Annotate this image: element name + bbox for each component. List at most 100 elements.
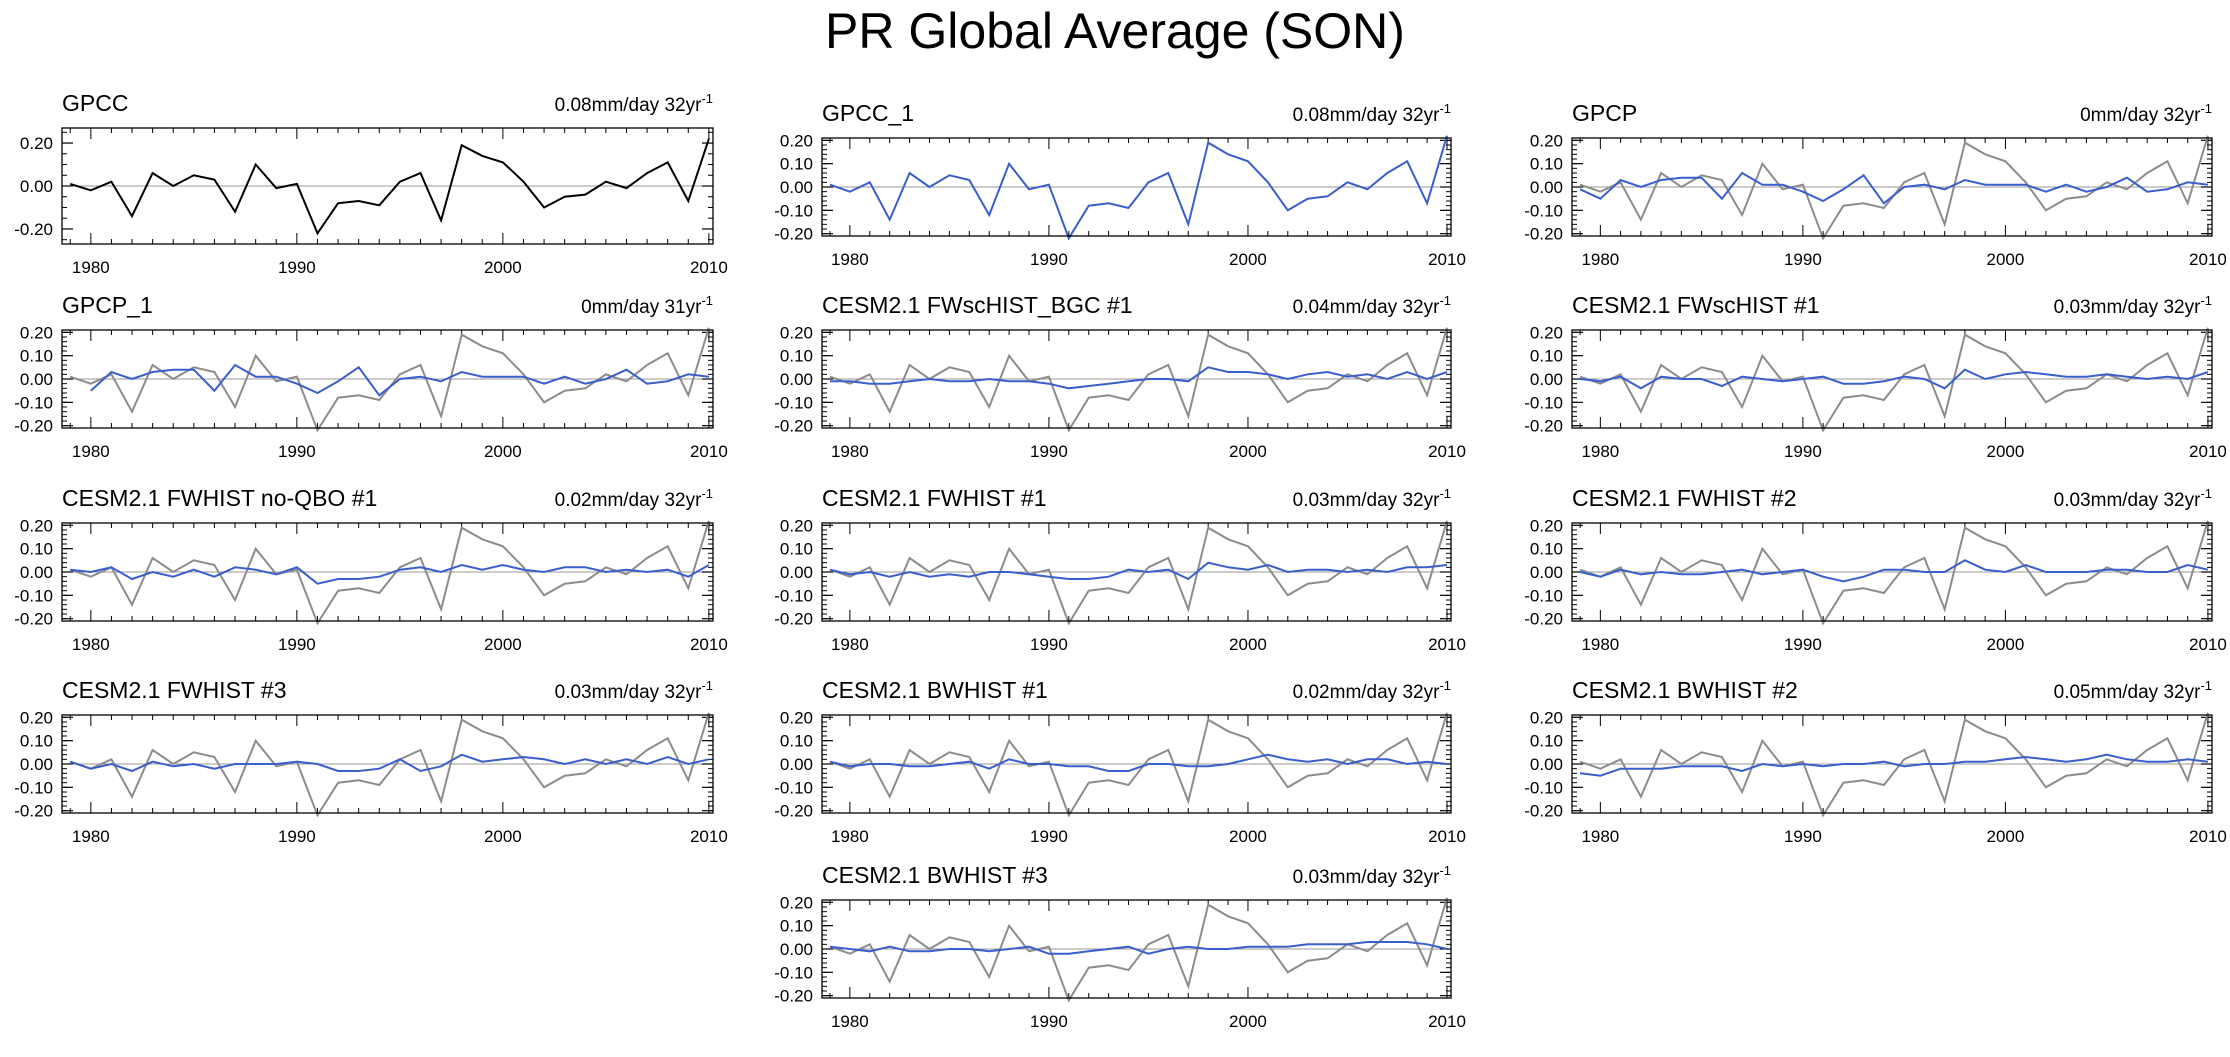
reference-series-line bbox=[829, 520, 1448, 626]
reference-series-line bbox=[829, 712, 1448, 818]
plot-frame bbox=[821, 137, 1452, 237]
trend-label: 0.08mm/day 32yr-1 bbox=[555, 91, 713, 116]
panel-title: GPCP bbox=[1572, 100, 1637, 126]
x-tick-label: 2000 bbox=[1987, 250, 2025, 269]
panel-13: CESM2.1 BWHIST #3 0.03mm/day 32yr-1 -0.20 -… bbox=[774, 862, 1466, 1031]
reference-series-line bbox=[69, 712, 710, 818]
x-tick-label: 1990 bbox=[278, 442, 316, 461]
x-tick-label: 2000 bbox=[484, 442, 522, 461]
trend-label: 0.03mm/day 32yr-1 bbox=[555, 678, 713, 703]
plot-frame bbox=[821, 522, 1452, 622]
x-tick-label: 2010 bbox=[690, 635, 728, 654]
series-line bbox=[1579, 559, 2209, 583]
x-tick-label: 1990 bbox=[1030, 827, 1068, 846]
y-tick-label: 0.20 bbox=[1530, 131, 1563, 150]
x-tick-label: 2010 bbox=[1428, 250, 1466, 269]
plot-frame bbox=[61, 714, 714, 814]
plot-frame bbox=[1571, 522, 2213, 622]
y-tick-label: -0.20 bbox=[1524, 225, 1563, 244]
series-line bbox=[829, 941, 1448, 955]
x-tick-label: 1990 bbox=[1784, 250, 1822, 269]
trend-label: 0.04mm/day 32yr-1 bbox=[1293, 293, 1451, 318]
x-tick-label: 2000 bbox=[484, 827, 522, 846]
plot-frame bbox=[1571, 329, 2213, 429]
y-tick-label: -0.10 bbox=[1524, 586, 1563, 605]
y-tick-label: -0.20 bbox=[774, 225, 813, 244]
y-tick-label: 0.20 bbox=[20, 323, 53, 342]
x-tick-label: 1990 bbox=[1030, 250, 1068, 269]
panel-title: GPCP_1 bbox=[62, 292, 153, 318]
y-tick-label: -0.20 bbox=[14, 417, 53, 436]
y-tick-label: 0.20 bbox=[780, 708, 813, 727]
x-tick-label: 2010 bbox=[1428, 442, 1466, 461]
trend-label: 0.03mm/day 32yr-1 bbox=[1293, 486, 1451, 511]
y-tick-label: -0.20 bbox=[1524, 417, 1563, 436]
x-tick-label: 1980 bbox=[72, 442, 110, 461]
x-tick-label: 2000 bbox=[484, 635, 522, 654]
x-tick-label: 1990 bbox=[1784, 827, 1822, 846]
x-tick-label: 2000 bbox=[1987, 442, 2025, 461]
y-tick-label: 0.20 bbox=[1530, 708, 1563, 727]
panel-10: CESM2.1 FWHIST #3 0.03mm/day 32yr-1 -0.20 -… bbox=[14, 677, 728, 846]
panel-2: GPCC_1 0.08mm/day 32yr-1 -0.20 -0.10 0.00 0.1… bbox=[774, 100, 1466, 269]
x-tick-label: 1980 bbox=[1581, 635, 1619, 654]
panel-title: CESM2.1 BWHIST #3 bbox=[822, 862, 1048, 888]
panel-title: CESM2.1 FWHIST #1 bbox=[822, 485, 1047, 511]
x-tick-label: 1990 bbox=[1030, 1012, 1068, 1031]
x-tick-label: 2000 bbox=[1229, 250, 1267, 269]
y-tick-label: 0.00 bbox=[780, 370, 813, 389]
x-tick-label: 1980 bbox=[1581, 442, 1619, 461]
panel-title: GPCC_1 bbox=[822, 100, 914, 126]
x-tick-label: 1980 bbox=[1581, 250, 1619, 269]
x-tick-label: 1990 bbox=[278, 827, 316, 846]
x-tick-label: 2000 bbox=[1229, 827, 1267, 846]
panel-3: GPCP 0mm/day 32yr-1 -0.20 -0.10 0.00 0.10 0.20… bbox=[1524, 100, 2227, 269]
y-tick-label: 0.20 bbox=[780, 323, 813, 342]
x-tick-label: 1980 bbox=[831, 442, 869, 461]
y-tick-label: 0.10 bbox=[1530, 732, 1563, 751]
x-tick-label: 1980 bbox=[1581, 827, 1619, 846]
y-tick-label: -0.10 bbox=[774, 778, 813, 797]
x-tick-label: 1990 bbox=[1784, 442, 1822, 461]
series-line bbox=[90, 363, 710, 397]
series-line bbox=[829, 135, 1448, 241]
x-tick-label: 2010 bbox=[2189, 442, 2227, 461]
y-tick-label: 0.10 bbox=[1530, 155, 1563, 174]
x-tick-label: 1980 bbox=[831, 250, 869, 269]
x-tick-label: 1980 bbox=[72, 827, 110, 846]
y-tick-label: 0.20 bbox=[1530, 516, 1563, 535]
y-tick-label: 0.10 bbox=[780, 347, 813, 366]
y-tick-label: 0.10 bbox=[20, 347, 53, 366]
y-tick-label: 0.10 bbox=[780, 917, 813, 936]
y-tick-label: 0.10 bbox=[20, 540, 53, 559]
x-tick-label: 2000 bbox=[1229, 1012, 1267, 1031]
y-tick-label: -0.20 bbox=[1524, 610, 1563, 629]
plot-frame bbox=[61, 522, 714, 622]
series-line bbox=[69, 753, 710, 773]
y-tick-label: -0.20 bbox=[774, 987, 813, 1006]
y-tick-label: 0.10 bbox=[780, 540, 813, 559]
series-line bbox=[830, 366, 1448, 390]
y-tick-label: 0.00 bbox=[1530, 178, 1563, 197]
panel-7: CESM2.1 FWHIST no-QBO #1 0.02mm/day 32yr-… bbox=[14, 485, 728, 654]
trend-label: 0mm/day 31yr-1 bbox=[581, 293, 713, 318]
series-line bbox=[70, 563, 710, 585]
trend-label: 0.05mm/day 32yr-1 bbox=[2054, 678, 2212, 703]
y-tick-label: 0.00 bbox=[780, 940, 813, 959]
plot-frame bbox=[1571, 714, 2213, 814]
plot-frame bbox=[821, 714, 1452, 814]
y-tick-label: 0.10 bbox=[780, 155, 813, 174]
y-tick-label: 0.20 bbox=[780, 516, 813, 535]
y-tick-label: -0.10 bbox=[774, 201, 813, 220]
plot-frame bbox=[1571, 137, 2213, 237]
y-tick-label: -0.20 bbox=[14, 610, 53, 629]
x-tick-label: 2000 bbox=[1987, 827, 2025, 846]
y-tick-label: -0.20 bbox=[14, 220, 53, 239]
x-tick-label: 2010 bbox=[2189, 635, 2227, 654]
series-line bbox=[69, 138, 710, 236]
page-title: PR Global Average (SON) bbox=[825, 3, 1405, 59]
trend-label: 0.03mm/day 32yr-1 bbox=[2054, 293, 2212, 318]
y-tick-label: -0.10 bbox=[1524, 393, 1563, 412]
y-tick-label: -0.10 bbox=[774, 393, 813, 412]
